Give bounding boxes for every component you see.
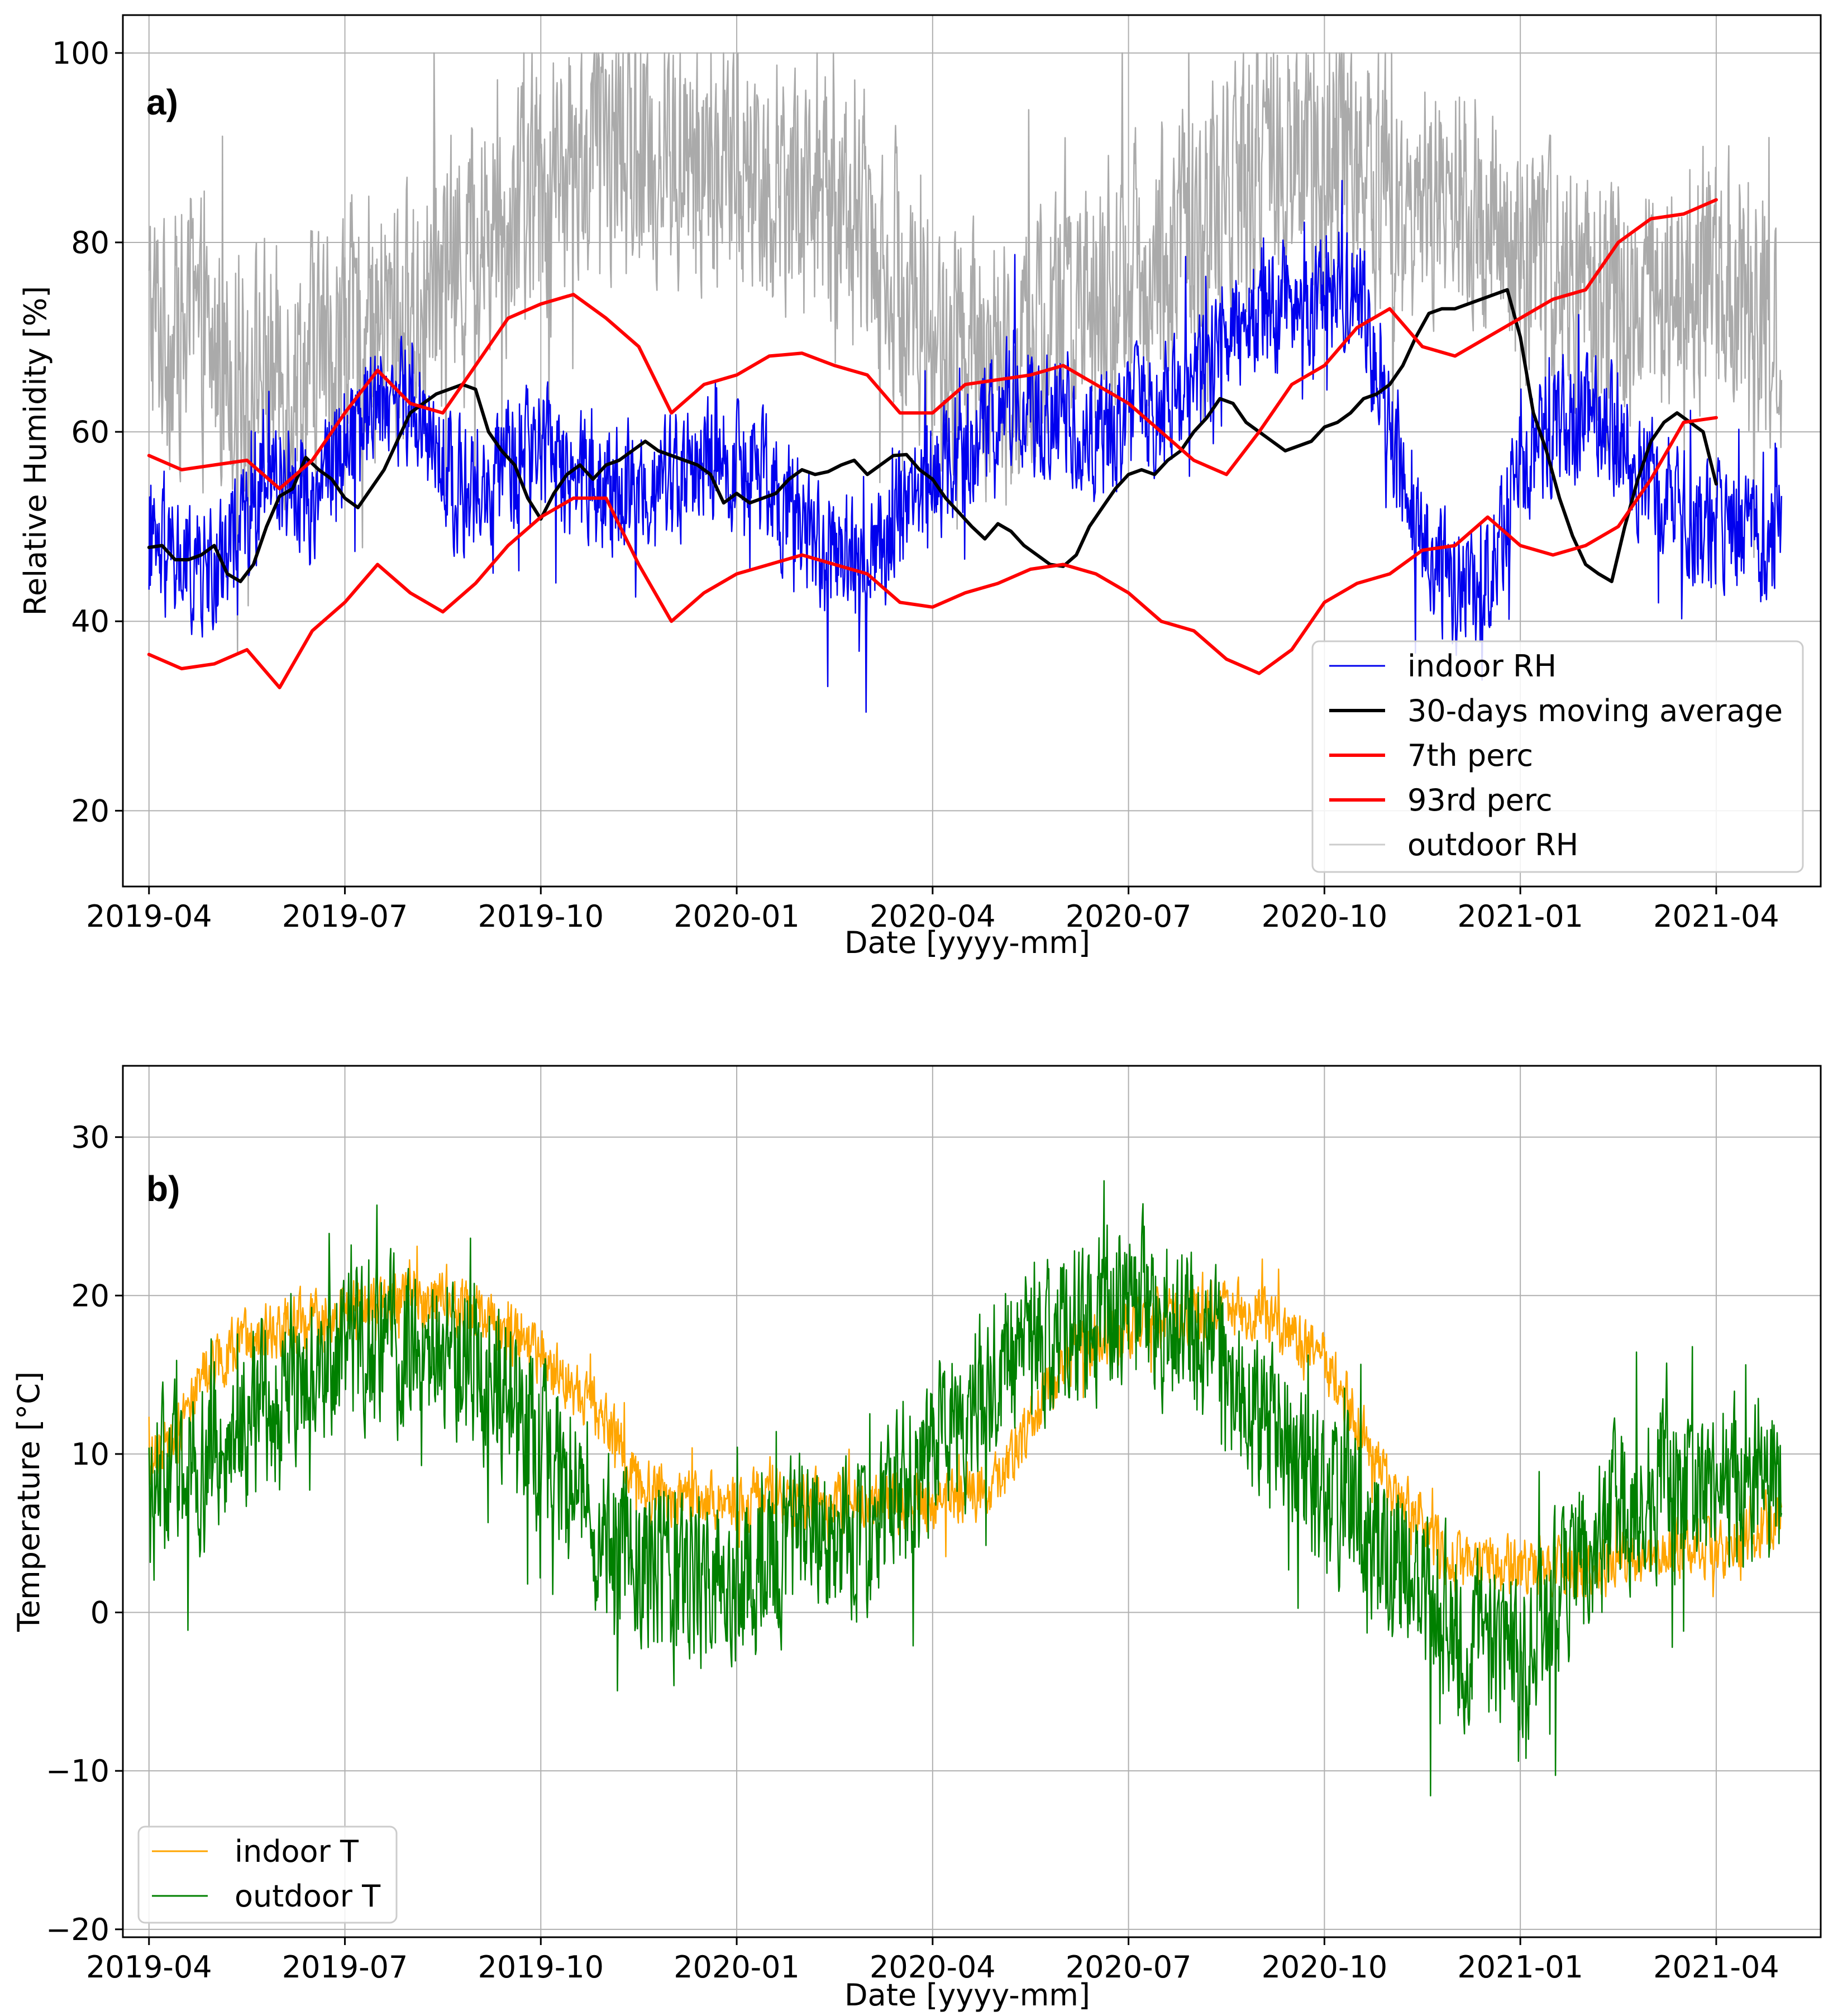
panel-b-y-tick-label: −20 — [46, 1912, 109, 1947]
panel-a-frame — [122, 14, 1822, 888]
panel-b-ticks: 2019-04 2019-07 2019-10 2020-01 2020-04 2020-… — [46, 1120, 1779, 1985]
panel-a-series-group — [147, 52, 1783, 713]
panel-a-x-tick-label: 2020-01 — [674, 899, 800, 934]
panel-b-x-tick-label: 2020-10 — [1262, 1950, 1388, 1985]
panel-b-x-tick-label: 2019-10 — [478, 1950, 604, 1985]
panel-b-y-tick-label: 20 — [71, 1278, 109, 1313]
legend-indoor-t-label: indoor T — [235, 1834, 359, 1869]
series-indoor-rh — [148, 180, 1783, 713]
legend-7th-perc-label: 7th perc — [1407, 738, 1533, 773]
panel-a-legend-box — [1311, 640, 1804, 873]
panel-a-x-tick-label: 2020-04 — [870, 899, 996, 934]
panel-b-x-tick-label: 2020-01 — [674, 1950, 800, 1985]
panel-b-x-tick-label: 2020-07 — [1066, 1950, 1192, 1985]
panel-a-label: a) — [146, 82, 178, 122]
panel-a-x-tick-label: 2019-04 — [86, 899, 212, 934]
panel-b-y-tick-label: −10 — [46, 1753, 109, 1789]
series-outdoor-t — [148, 1180, 1783, 1797]
panel-b-y-tick-label: 30 — [71, 1120, 109, 1155]
panel-a-ticks: 2019-04 2019-07 2019-10 2020-01 2020-04 2020-… — [52, 36, 1779, 934]
panel-b-series-group — [148, 1180, 1783, 1797]
panel-a-y-axis-label: Relative Humidity [%] — [18, 286, 53, 616]
panel-a-relative-humidity: 2019-04 2019-07 2019-10 2020-01 2020-04 2020-… — [18, 14, 1822, 960]
panel-a-x-axis-label: Date [yyyy-mm] — [844, 925, 1090, 960]
panel-a-y-tick-label: 100 — [52, 36, 109, 71]
panel-b-x-tick-label: 2021-04 — [1653, 1950, 1779, 1985]
panel-b-x-tick-label: 2019-07 — [282, 1950, 408, 1985]
panel-a-y-tick-label: 80 — [71, 225, 109, 260]
panel-a-legend: indoor RH 30-days moving average 7th per… — [1311, 640, 1804, 873]
panel-a-x-tick-label: 2021-01 — [1457, 899, 1583, 934]
panel-a-x-tick-label: 2020-10 — [1262, 899, 1388, 934]
panel-b-y-tick-label: 0 — [90, 1595, 109, 1631]
panel-b-legend: indoor T outdoor T — [137, 1826, 398, 1924]
panel-b-frame — [122, 1065, 1822, 1938]
series-93rd-perc — [147, 198, 1718, 490]
panel-b-x-axis-label: Date [yyyy-mm] — [844, 1977, 1090, 2013]
panel-a-y-tick-label: 40 — [71, 604, 109, 639]
legend-outdoor-rh-label: outdoor RH — [1407, 827, 1578, 862]
panel-b-y-tick-label: 10 — [71, 1437, 109, 1472]
panel-a-x-tick-label: 2019-07 — [282, 899, 408, 934]
panel-a-y-tick-label: 60 — [71, 414, 109, 450]
panel-b-x-tick-label: 2021-01 — [1457, 1950, 1583, 1985]
panel-b-y-axis-label: Temperature [°C] — [11, 1371, 46, 1632]
panel-b-gridlines — [123, 1066, 1821, 1937]
panel-a-x-tick-label: 2020-07 — [1066, 899, 1192, 934]
panel-b-x-tick-label: 2020-04 — [870, 1950, 996, 1985]
legend-moving-average-label: 30-days moving average — [1407, 693, 1783, 728]
series-indoor-t — [148, 1245, 1783, 1598]
series-outdoor-rh — [148, 52, 1783, 653]
panel-a-x-tick-label: 2019-10 — [478, 899, 604, 934]
panel-b-temperature: 2019-04 2019-07 2019-10 2020-01 2020-04 2020-… — [11, 1065, 1822, 2013]
panel-a-y-tick-label: 20 — [71, 793, 109, 828]
series-30-days-moving-average — [147, 288, 1718, 583]
panel-b-label: b) — [146, 1169, 180, 1209]
panel-a-x-tick-label: 2021-04 — [1653, 899, 1779, 934]
legend-93rd-perc-label: 93rd perc — [1407, 783, 1553, 818]
legend-indoor-rh-label: indoor RH — [1407, 649, 1557, 684]
series-7th-perc — [147, 416, 1718, 689]
legend-outdoor-t-label: outdoor T — [235, 1879, 381, 1914]
panel-b-x-tick-label: 2019-04 — [86, 1950, 212, 1985]
